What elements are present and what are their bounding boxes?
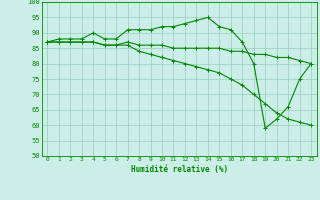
X-axis label: Humidité relative (%): Humidité relative (%) — [131, 165, 228, 174]
